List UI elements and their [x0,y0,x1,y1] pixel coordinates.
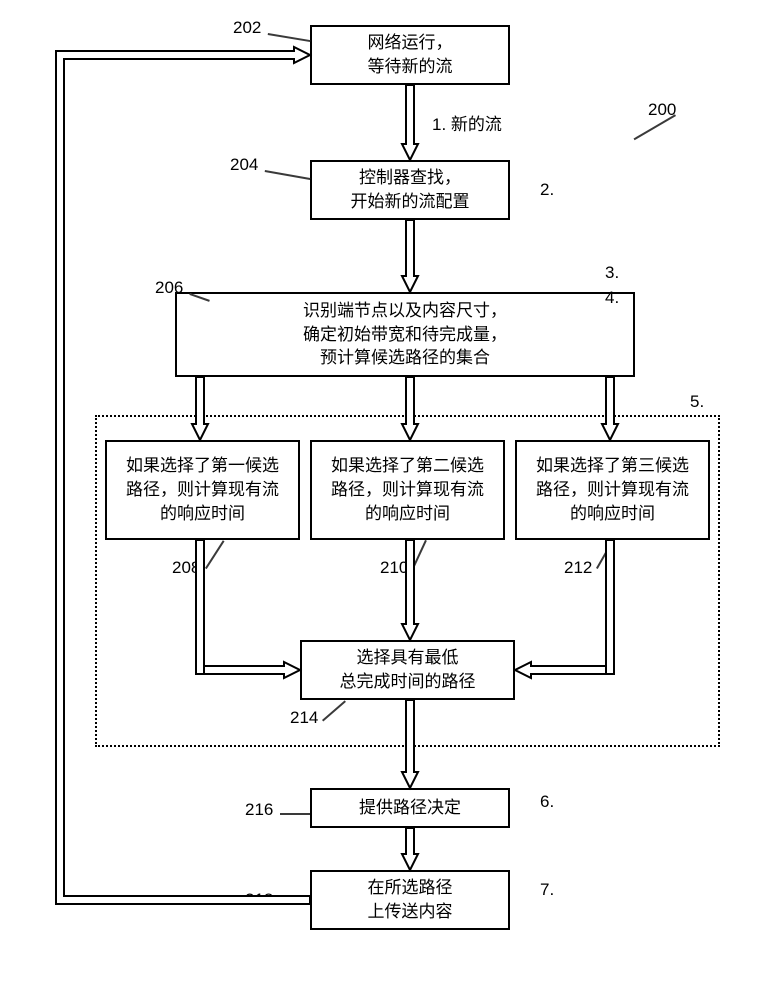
node-210-candidate-2: 如果选择了第二候选路径，则计算现有流的响应时间 [310,440,505,540]
node-text-line: 提供路径决定 [359,796,461,820]
ref-label-216: 216 [245,800,273,820]
edge-label-2: 2. [540,180,554,200]
node-text-line: 上传送内容 [368,900,453,924]
node-text-line: 的响应时间 [570,502,655,526]
ref-label-210: 210 [380,558,408,578]
node-208-candidate-1: 如果选择了第一候选路径，则计算现有流的响应时间 [105,440,300,540]
node-text-line: 确定初始带宽和待完成量， [303,323,507,347]
node-text-line: 开始新的流配置 [351,190,470,214]
leader-line [280,813,310,815]
node-text-line: 的响应时间 [365,502,450,526]
node-204-controller-lookup: 控制器查找，开始新的流配置 [310,160,510,220]
node-text-line: 如果选择了第二候选 [331,454,484,478]
edge-label-7: 7. [540,880,554,900]
ref-label-204: 204 [230,155,258,175]
node-text-line: 路径，则计算现有流 [331,478,484,502]
ref-label-218: 218 [245,890,273,910]
node-text-line: 控制器查找， [359,166,461,190]
leader-line [280,903,310,905]
node-text-line: 路径，则计算现有流 [536,478,689,502]
node-text-line: 预计算候选路径的集合 [320,346,490,370]
edge-label-3: 3. [605,263,619,283]
leader-line [268,33,310,41]
node-text-line: 等待新的流 [368,55,453,79]
ref-label-202: 202 [233,18,261,38]
node-text-line: 识别端节点以及内容尺寸， [303,299,507,323]
edge-label-4: 4. [605,288,619,308]
node-text-line: 在所选路径 [368,876,453,900]
ref-label-206: 206 [155,278,183,298]
node-212-candidate-3: 如果选择了第三候选路径，则计算现有流的响应时间 [515,440,710,540]
leader-line [265,170,310,179]
node-text-line: 网络运行， [368,31,453,55]
ref-label-214: 214 [290,708,318,728]
node-text-line: 的响应时间 [160,502,245,526]
node-text-line: 选择具有最低 [357,646,459,670]
ref-label-208: 208 [172,558,200,578]
node-216-provide-decision: 提供路径决定 [310,788,510,828]
ref-label-212: 212 [564,558,592,578]
node-214-select-lowest: 选择具有最低总完成时间的路径 [300,640,515,700]
node-text-line: 如果选择了第三候选 [536,454,689,478]
node-text-line: 总完成时间的路径 [340,670,476,694]
node-202-network-running: 网络运行，等待新的流 [310,25,510,85]
node-text-line: 路径，则计算现有流 [126,478,279,502]
node-text-line: 如果选择了第一候选 [126,454,279,478]
edge-label-6: 6. [540,792,554,812]
node-206-identify-endpoints: 识别端节点以及内容尺寸，确定初始带宽和待完成量，预计算候选路径的集合 [175,292,635,377]
node-218-transmit-content: 在所选路径上传送内容 [310,870,510,930]
edge-label-1: 1. 新的流 [432,110,502,135]
edge-label-5: 5. [690,392,704,412]
